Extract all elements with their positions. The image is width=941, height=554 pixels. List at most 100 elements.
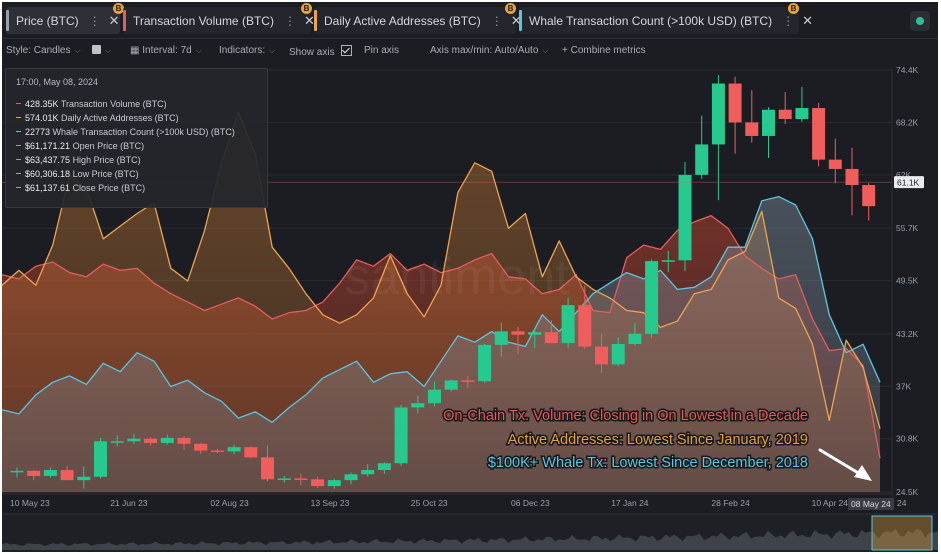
legend-tooltip: 17:00, May 08, 2024 428.35K Transaction … <box>5 68 268 208</box>
candle-body <box>461 380 475 382</box>
y-tick-label: 30.8K <box>896 434 919 444</box>
more-options-icon[interactable]: ⋮ <box>88 13 101 28</box>
transaction-volume-line <box>2 214 881 459</box>
tab-label: Price (BTC) <box>16 13 79 28</box>
tab-price-btc[interactable]: Price (BTC) ⋮ ✕ B <box>6 3 124 34</box>
x-tick-label: 21 Jun 23 <box>110 498 148 508</box>
axis-maxmin-dropdown[interactable]: Axis max/min: Auto/Auto ⌵ <box>430 45 548 56</box>
candle-body <box>611 344 625 365</box>
legend-row: 428.35K Transaction Volume (BTC) <box>16 99 167 109</box>
tab-whale-transaction-count[interactable]: Whale Transaction Count (>100k USD) (BTC… <box>519 3 813 34</box>
x-tick-label: 25 Oct 23 <box>411 498 448 508</box>
candle-body <box>695 144 709 175</box>
axis-maxmin-label: Axis max/min: Auto/Auto <box>430 45 539 56</box>
candle-body <box>561 305 575 344</box>
show-axis-toggle[interactable]: Show axis <box>289 45 352 58</box>
premium-badge-icon: B <box>788 3 799 14</box>
arrow-icon <box>818 448 862 476</box>
x-tick-label: 28 Feb 24 <box>711 498 750 508</box>
chevron-down-icon: ⌵ <box>105 46 112 55</box>
legend-row: $63,437.75 High Price (BTC) <box>16 155 141 165</box>
legend-value: $61,171.21 <box>25 141 71 151</box>
candle-body <box>277 478 291 480</box>
x-tick-label-extra: 24 <box>897 498 907 508</box>
y-tick-label: 74.4K <box>896 65 919 75</box>
candle-body <box>444 380 458 390</box>
more-options-icon[interactable]: ⋮ <box>782 13 795 28</box>
series-marker-icon <box>16 172 21 174</box>
legend-row: $61,171.21 Open Price (BTC) <box>16 141 144 151</box>
current-price-badge <box>894 176 924 189</box>
candle-body <box>177 437 191 444</box>
candle-body <box>812 108 826 160</box>
navigator-selection-handle[interactable] <box>871 515 933 551</box>
pin-axis-toggle[interactable]: Pin axis <box>364 45 399 56</box>
candle-body <box>411 403 425 408</box>
candle-body <box>10 470 24 473</box>
annotation-text: $100K+ Whale Tx: Lowest Since December, … <box>488 455 808 471</box>
series-marker-icon <box>16 158 21 160</box>
combine-metrics-button[interactable]: + Combine metrics <box>562 45 646 56</box>
close-icon[interactable]: ✕ <box>802 12 813 28</box>
chart-svg[interactable]: santiment 24.5K 30.8K 37K 43.2K 49.5K 55.7K 62K… <box>2 64 938 552</box>
style-dropdown[interactable]: Style: Candles ⌵ <box>6 45 81 56</box>
more-options-icon[interactable]: ⋮ <box>490 13 503 28</box>
candle-body <box>628 333 642 345</box>
x-last-badge <box>848 498 894 510</box>
legend-value: $61,137.61 <box>25 183 71 193</box>
y-tick-label: 43.2K <box>896 329 919 339</box>
annotation-text: On-Chain Tx. Volume: Closing in On Lowes… <box>443 408 808 424</box>
chart-area[interactable]: santiment 24.5K 30.8K 37K 43.2K 49.5K 55.7K 62K… <box>2 64 938 552</box>
tab-color-marker <box>123 10 126 31</box>
candle-body <box>494 331 508 345</box>
candle-body <box>645 261 659 334</box>
series-marker-icon <box>16 116 21 118</box>
close-icon[interactable]: ✕ <box>108 12 120 28</box>
tab-transaction-volume[interactable]: Transaction Volume (BTC) ⋮ ✕ B <box>123 3 315 34</box>
close-icon[interactable]: ✕ <box>303 12 315 28</box>
annotation-text: Active Addresses: Lowest Since January, … <box>508 432 808 448</box>
metric-tabs: Price (BTC) ⋮ ✕ B Transaction Volume (BT… <box>2 2 938 39</box>
chevron-down-icon: ⌵ <box>195 46 202 55</box>
tab-label: Daily Active Addresses (BTC) <box>324 13 481 28</box>
more-options-icon[interactable]: ⋮ <box>283 13 296 28</box>
candle-body <box>478 344 492 382</box>
candle-body <box>194 443 208 451</box>
candle-body <box>544 332 558 344</box>
x-tick-label: 02 Aug 23 <box>210 498 249 508</box>
candle-body <box>160 437 174 443</box>
indicators-dropdown[interactable]: Indicators: ⌵ <box>219 45 275 56</box>
checkbox-checked-icon[interactable] <box>340 45 352 56</box>
y-tick-label: 49.5K <box>896 276 919 286</box>
legend-value: 574.01K <box>25 113 59 123</box>
chevron-down-icon: ⌵ <box>74 46 81 55</box>
settings-button[interactable] <box>910 11 930 31</box>
legend-timestamp: 17:00, May 08, 2024 <box>16 77 99 87</box>
candle-body <box>244 447 258 458</box>
chart-toolbar: Style: Candles ⌵ ⌵ ▦ Interval: 7d ⌵ Indica… <box>2 42 938 62</box>
legend-label: Daily Active Addresses (BTC) <box>61 113 179 123</box>
x-last-label: 08 May 24 <box>851 499 891 509</box>
chevron-down-icon: ⌵ <box>269 46 276 55</box>
series-marker-icon <box>16 102 21 104</box>
color-picker[interactable]: ⌵ <box>92 45 111 56</box>
candle-body <box>43 470 57 476</box>
legend-value: $63,437.75 <box>25 155 71 165</box>
candle-body <box>678 174 692 261</box>
premium-badge-icon: B <box>301 3 312 14</box>
candle-body <box>94 441 107 477</box>
candle-body <box>828 159 842 169</box>
candle-body <box>210 450 224 453</box>
legend-row: $60,306.18 Low Price (BTC) <box>16 169 139 179</box>
candle-body <box>762 109 775 136</box>
candle-body <box>227 447 241 452</box>
legend-row: $61,137.61 Close Price (BTC) <box>16 183 145 193</box>
candle-body <box>845 168 859 186</box>
candle-body <box>595 346 608 365</box>
tab-daily-active-addresses[interactable]: Daily Active Addresses (BTC) ⋮ ✕ B <box>314 3 522 34</box>
close-icon[interactable]: ✕ <box>510 12 522 28</box>
premium-badge-icon: B <box>113 3 124 14</box>
interval-dropdown[interactable]: ▦ Interval: 7d ⌵ <box>130 45 202 56</box>
series-marker-icon <box>16 186 21 188</box>
